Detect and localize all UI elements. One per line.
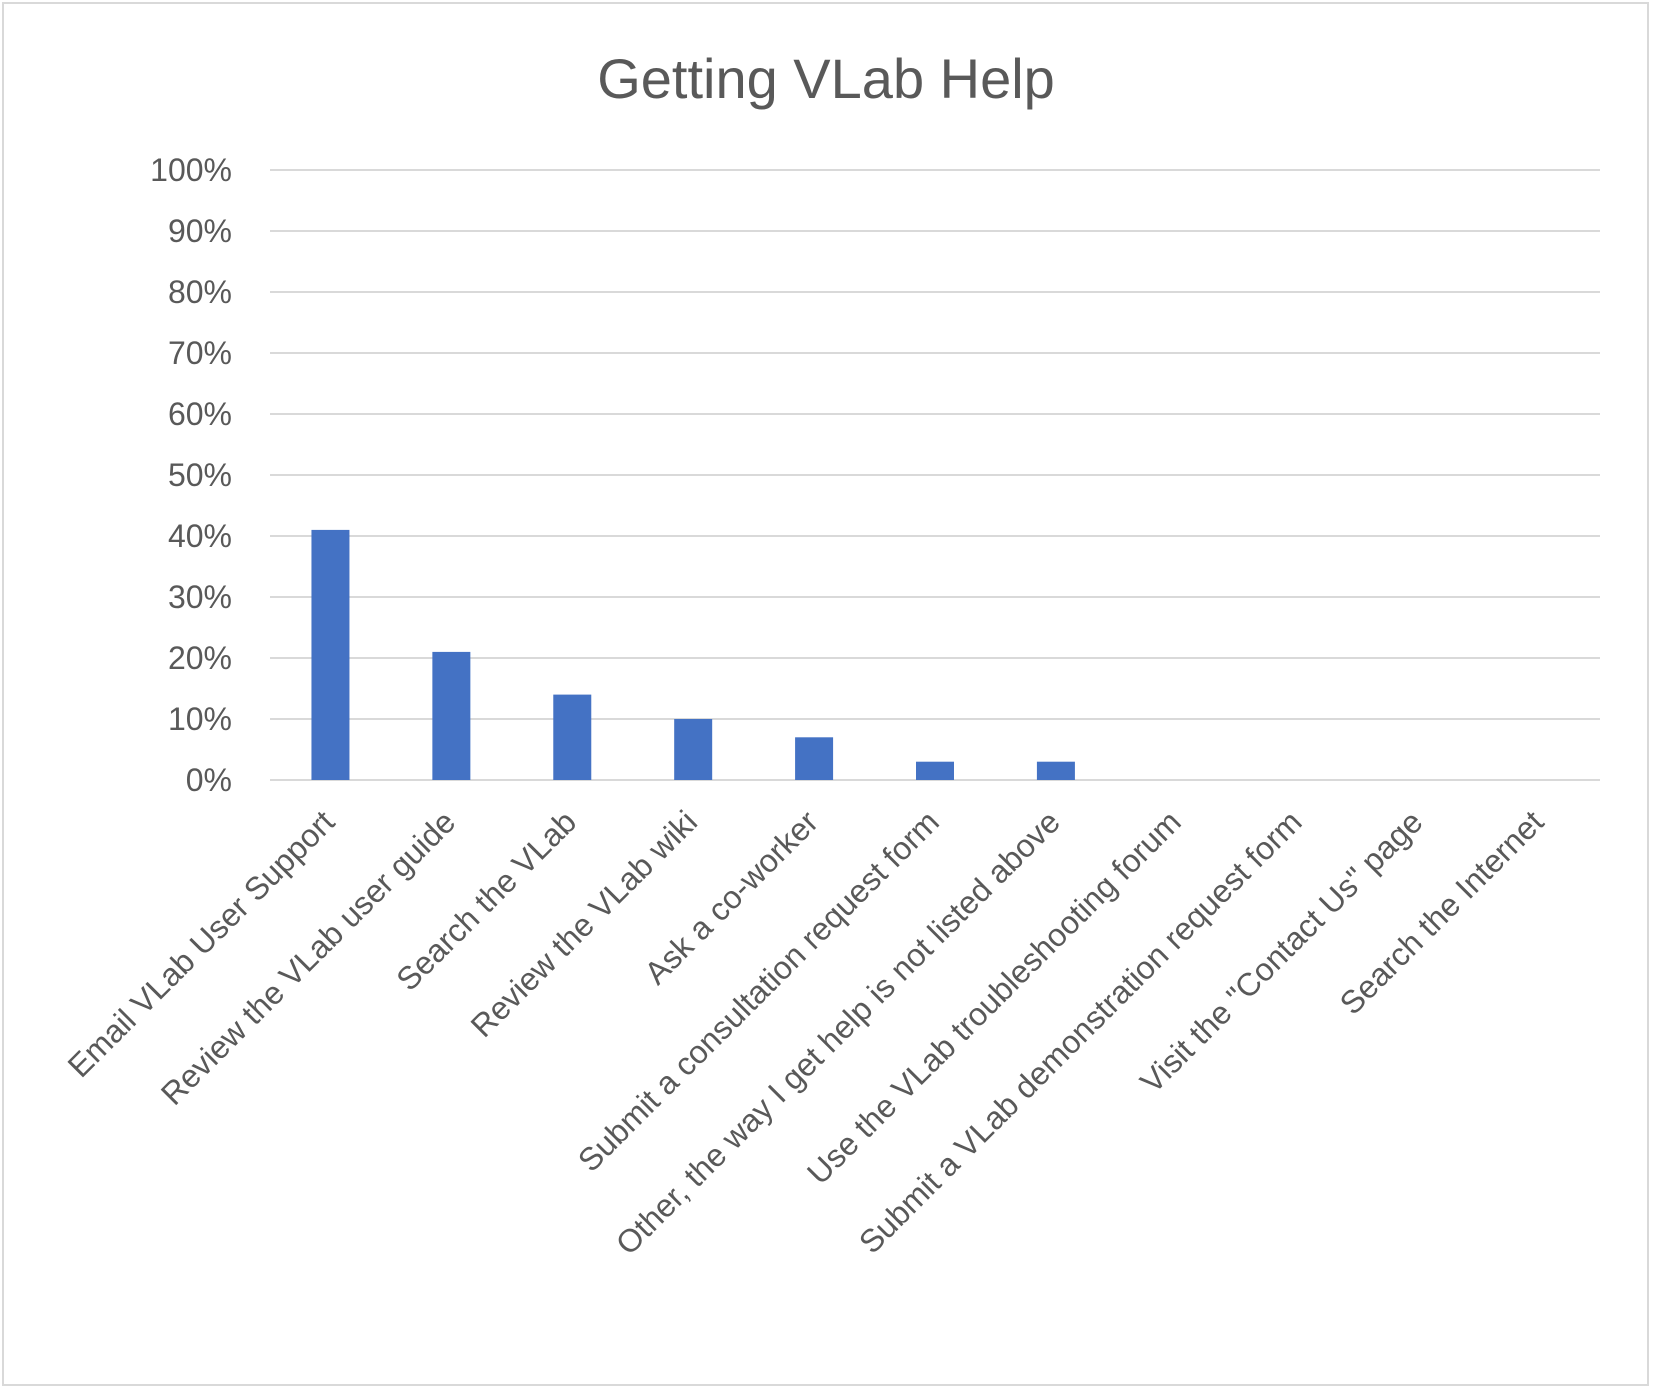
y-tick-label: 30% xyxy=(168,579,232,615)
gridlines xyxy=(270,169,1600,781)
y-tick-label: 90% xyxy=(168,213,232,249)
bar xyxy=(916,761,954,780)
y-axis-ticks: 0% 10% 20% 30% 40% 50% 60% 70% 80% 90% 100% xyxy=(150,152,232,798)
y-tick-label: 100% xyxy=(150,152,232,188)
y-tick-label: 0% xyxy=(186,762,232,798)
chart-title: Getting VLab Help xyxy=(597,47,1055,110)
bar xyxy=(795,737,834,780)
y-tick-label: 20% xyxy=(168,640,232,676)
bar xyxy=(553,694,592,780)
y-tick-label: 60% xyxy=(168,396,232,432)
bars xyxy=(311,529,1075,780)
y-tick-label: 80% xyxy=(168,274,232,310)
x-tick-label: Search the Internet xyxy=(1333,803,1551,1021)
y-tick-label: 70% xyxy=(168,335,232,371)
bar xyxy=(311,529,350,780)
x-tick-label: Other, the way I get help is not listed … xyxy=(609,803,1067,1261)
y-tick-label: 40% xyxy=(168,518,232,554)
bar xyxy=(432,651,471,780)
bar xyxy=(674,719,713,780)
y-tick-label: 50% xyxy=(168,457,232,493)
x-tick-label: Submit a VLab demonstration request form xyxy=(852,803,1309,1260)
y-tick-label: 10% xyxy=(168,701,232,737)
x-tick-label: Review the VLab wiki xyxy=(464,803,705,1044)
bar xyxy=(1036,761,1075,780)
